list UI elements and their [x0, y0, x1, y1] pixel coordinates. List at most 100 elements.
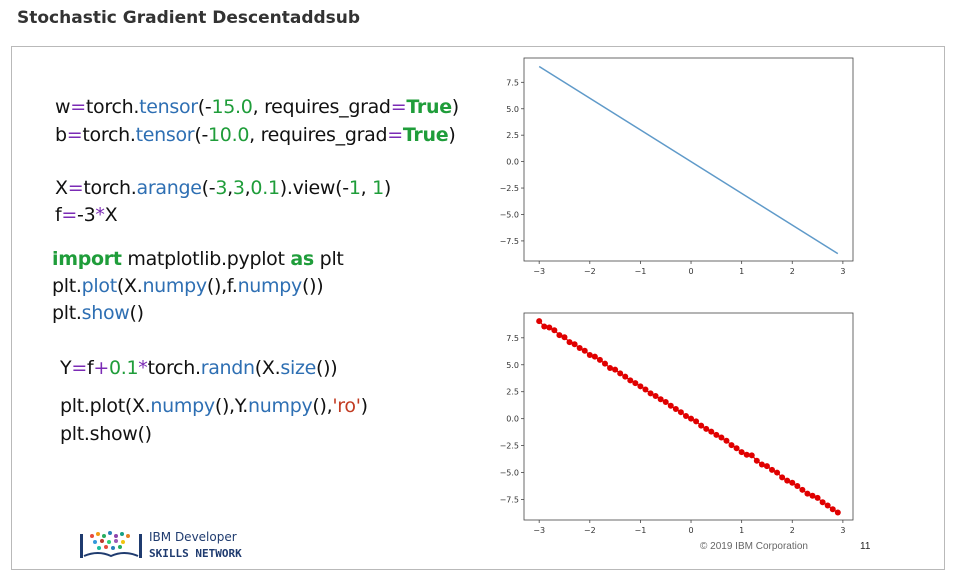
code-line-3: X=torch.arange(-3,3,0.1).view(-1, 1) [55, 177, 392, 199]
data-point [596, 356, 603, 363]
data-point [642, 386, 649, 393]
data-point [551, 327, 558, 334]
data-point [789, 479, 796, 486]
data-point [541, 323, 548, 330]
code-line-10: plt.show() [60, 423, 152, 445]
data-point [758, 461, 765, 468]
y-tick-label: −7.5 [500, 237, 519, 246]
page-title: Stochastic Gradient Descentaddsub [17, 8, 361, 28]
data-point [632, 380, 639, 387]
data-point [622, 373, 629, 380]
data-point [728, 442, 735, 449]
scatter-chart: −3 −2 −1 0 1 2 3 7.5 5.0 2.5 0.0 −2.5 −5.0 −7.5 [500, 312, 854, 535]
data-point [566, 339, 573, 346]
x-tick-label: −2 [584, 526, 596, 535]
data-point [799, 486, 806, 493]
data-point [647, 390, 654, 397]
data-point [738, 449, 745, 456]
code-line-1: w=torch.tensor(-15.0, requires_grad=True… [55, 96, 459, 118]
x-tick-label: −1 [635, 526, 647, 535]
y-tick-label: 2.5 [506, 131, 519, 140]
line-chart: −3 −2 −1 0 1 2 3 7.5 5.0 2.5 0.0 −2.5 −5.0 −7.5 [500, 57, 854, 276]
copyright-text: © 2019 IBM Corporation [700, 541, 808, 552]
data-point [774, 469, 781, 476]
code-line-5: import matplotlib.pyplot as plt [52, 248, 344, 270]
data-point [688, 415, 695, 422]
data-point [698, 422, 705, 429]
y-tick-label: −5.0 [500, 469, 519, 478]
logo-text-skills-network: SKILLS NETWORK [149, 547, 242, 560]
data-point [607, 364, 614, 371]
data-point [718, 434, 725, 441]
x-tick-label: 2 [790, 526, 795, 535]
logo-text-developer: IBM Developer [149, 530, 237, 544]
series-line [538, 65, 839, 255]
code-line-9: plt.plot(X.numpy(),Y.numpy(),'ro') [60, 395, 368, 417]
data-point [576, 345, 583, 352]
y-tick-label: −2.5 [500, 184, 519, 193]
y-tick-label: 5.0 [506, 105, 519, 114]
x-tick-label: 1 [739, 526, 744, 535]
data-point [617, 370, 624, 377]
x-tick-label: 3 [840, 267, 845, 276]
code-line-8: Y=f+0.1*torch.randn(X.size()) [60, 357, 338, 379]
data-point [672, 405, 679, 412]
data-point [586, 352, 593, 359]
data-point [612, 366, 619, 373]
data-point [753, 457, 760, 464]
data-point [652, 393, 659, 400]
y-tick-label: −7.5 [500, 496, 519, 505]
data-point [677, 409, 684, 416]
data-point [662, 398, 669, 405]
data-point [601, 360, 608, 367]
data-point [657, 396, 664, 403]
y-tick-label: 7.5 [506, 334, 519, 343]
data-point [763, 463, 770, 470]
data-point [834, 509, 841, 516]
data-point [561, 334, 568, 341]
data-point [713, 431, 720, 438]
data-point [703, 425, 710, 432]
data-point [556, 332, 563, 339]
data-point [779, 474, 786, 481]
data-point [693, 418, 700, 425]
data-point [819, 499, 826, 506]
x-tick-label: 0 [688, 526, 693, 535]
y-tick-label: 5.0 [506, 361, 519, 370]
data-point [723, 437, 730, 444]
x-tick-label: 2 [790, 267, 795, 276]
data-point [769, 466, 776, 473]
data-point [829, 506, 836, 513]
x-tick-label: −3 [533, 267, 545, 276]
code-line-6: plt.plot(X.numpy(),f.numpy()) [52, 275, 324, 297]
data-point [794, 483, 801, 490]
x-tick-label: 1 [739, 267, 744, 276]
ibm-developer-logo [80, 531, 142, 558]
data-point [814, 494, 821, 501]
page-number: 11 [860, 541, 871, 552]
x-tick-label: 3 [840, 526, 845, 535]
data-point [637, 383, 644, 390]
data-point [708, 428, 715, 435]
y-tick-label: 7.5 [506, 78, 519, 87]
code-line-4: f=-3*X [55, 204, 118, 226]
data-point [804, 490, 811, 497]
data-point [591, 353, 598, 360]
x-tick-label: −2 [584, 267, 596, 276]
data-point [824, 502, 831, 509]
y-tick-label: −5.0 [500, 210, 519, 219]
data-point [667, 402, 674, 409]
data-point [627, 377, 634, 384]
code-line-7: plt.show() [52, 302, 144, 324]
data-point [682, 412, 689, 419]
data-point [536, 318, 543, 325]
data-point [743, 451, 750, 458]
y-tick-label: 2.5 [506, 388, 519, 397]
data-point [581, 347, 588, 354]
y-tick-label: −2.5 [500, 442, 519, 451]
data-point [809, 492, 816, 499]
y-tick-label: 0.0 [506, 415, 519, 424]
x-tick-label: 0 [688, 267, 693, 276]
data-point [784, 477, 791, 484]
code-line-2: b=torch.tensor(-10.0, requires_grad=True… [55, 124, 456, 146]
